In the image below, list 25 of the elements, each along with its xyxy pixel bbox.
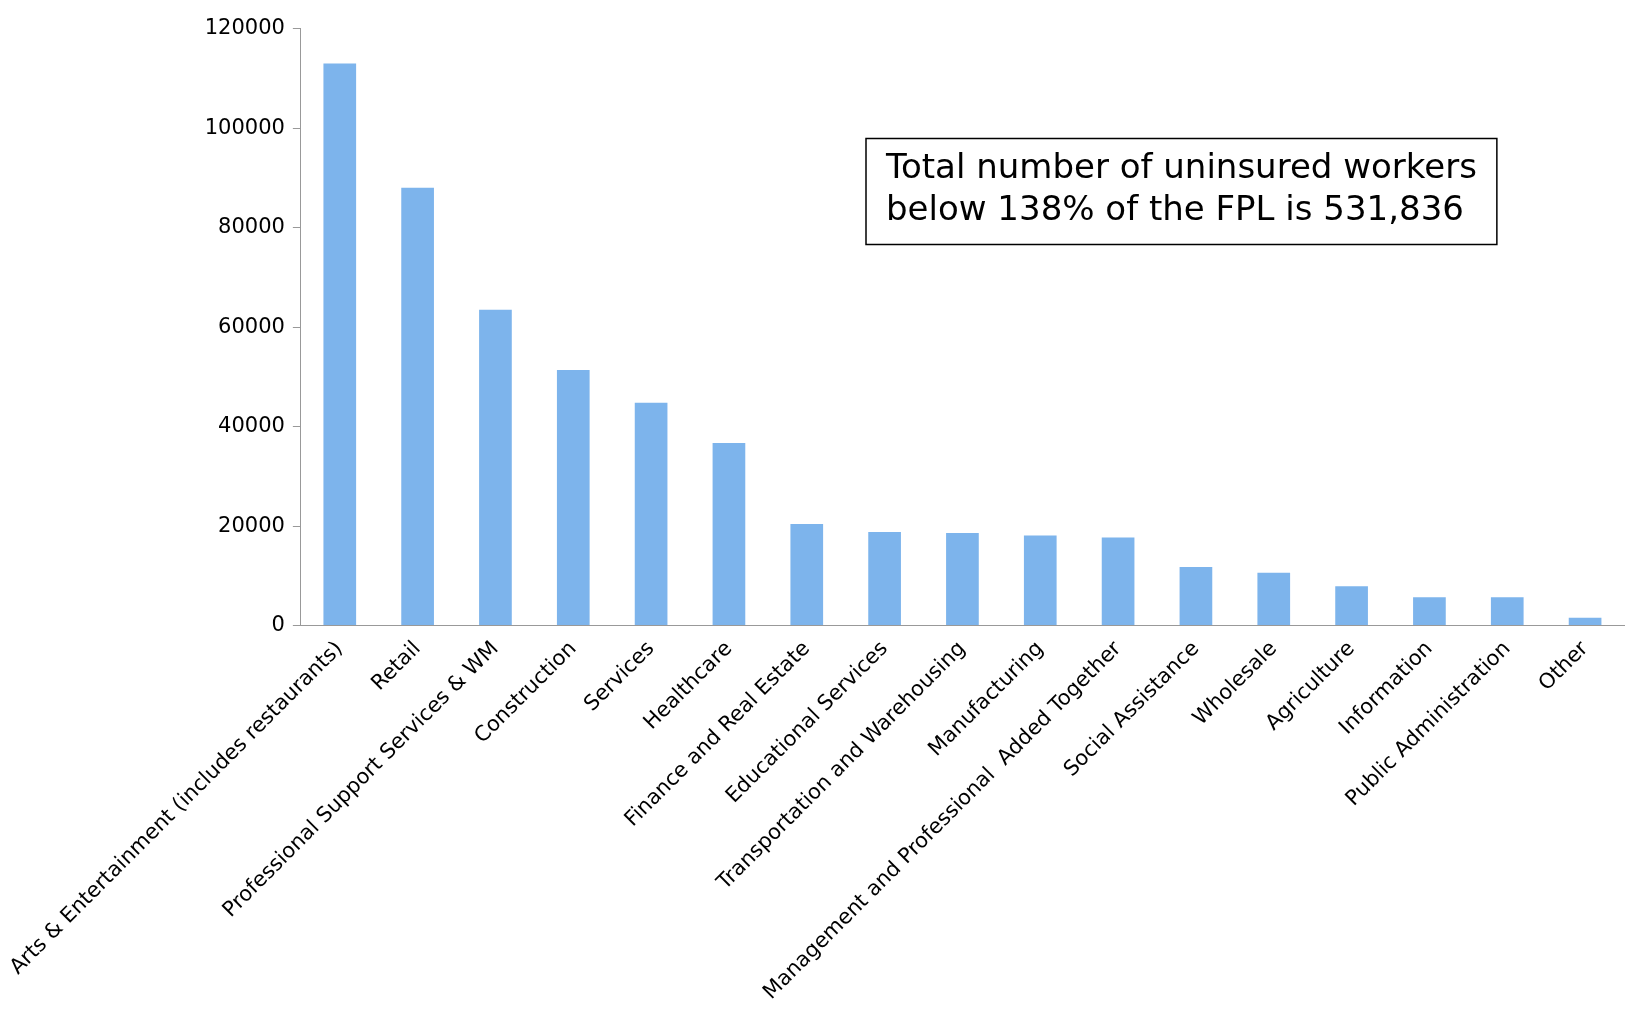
bar: [323, 63, 357, 626]
y-tick-label: 80000: [218, 214, 285, 239]
bar: [634, 402, 668, 626]
bar: [712, 443, 746, 626]
annotation: Total number of uninsured workers below 138% of the FPL is 531,836: [885, 146, 1477, 229]
bar: [790, 524, 824, 626]
bar: [1179, 566, 1213, 626]
bar: [1257, 572, 1291, 626]
bar: [946, 533, 979, 626]
bar: [1023, 535, 1057, 626]
y-tick-label: 120000: [204, 15, 285, 40]
bar: [1490, 597, 1524, 626]
bar: [479, 309, 512, 626]
y-tick-label: 0: [271, 612, 285, 637]
bar: [1101, 537, 1135, 626]
bar: [1335, 586, 1368, 626]
bar: [1413, 597, 1446, 626]
bar: [1568, 617, 1602, 626]
y-tick-label: 20000: [218, 512, 285, 537]
y-tick-label: 40000: [218, 413, 285, 438]
y-tick-label: 100000: [204, 114, 285, 139]
y-tick-label: 60000: [218, 313, 285, 338]
bar: [868, 532, 901, 626]
bar: [401, 187, 434, 626]
bar: [556, 369, 590, 626]
